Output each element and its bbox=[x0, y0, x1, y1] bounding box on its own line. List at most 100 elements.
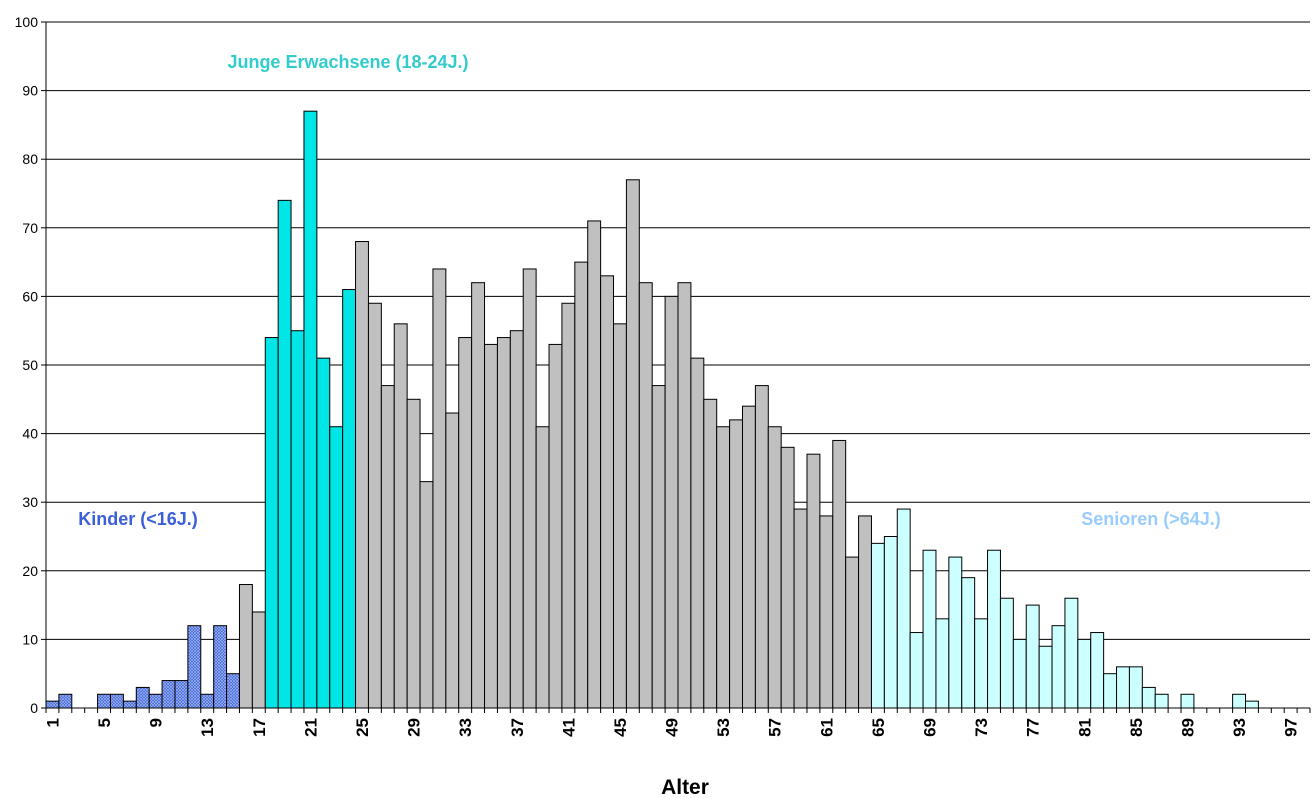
x-tick-label: 21 bbox=[301, 718, 320, 737]
bars bbox=[45, 110, 1259, 709]
bar-age-38 bbox=[522, 268, 537, 709]
axes bbox=[45, 22, 1311, 713]
bar-age-93 bbox=[1232, 693, 1247, 709]
bar-age-2 bbox=[58, 693, 73, 709]
bar-age-23 bbox=[329, 426, 344, 709]
y-tick-label: 90 bbox=[22, 83, 38, 99]
bar-age-63 bbox=[845, 556, 860, 709]
bar-age-5 bbox=[97, 693, 111, 709]
bar-age-49 bbox=[664, 295, 679, 709]
x-tick-label: 65 bbox=[869, 718, 888, 737]
bar-age-28 bbox=[393, 323, 408, 709]
y-tick-label: 40 bbox=[22, 426, 38, 442]
bar-age-87 bbox=[1154, 693, 1169, 709]
x-tick-label: 25 bbox=[353, 718, 372, 737]
bar-age-1 bbox=[45, 700, 60, 709]
y-tick-label: 0 bbox=[30, 700, 38, 716]
bar-age-32 bbox=[445, 412, 460, 709]
bar-age-14 bbox=[213, 625, 228, 709]
bar-age-33 bbox=[458, 337, 473, 709]
bar-age-79 bbox=[1051, 625, 1066, 709]
bar-age-94 bbox=[1245, 700, 1259, 709]
bar-age-24 bbox=[342, 289, 357, 709]
bar-age-66 bbox=[883, 536, 898, 709]
bar-age-8 bbox=[135, 686, 150, 709]
bar-age-15 bbox=[226, 673, 240, 709]
bar-age-18 bbox=[264, 337, 279, 709]
bar-age-27 bbox=[380, 385, 395, 709]
x-tick-label: 93 bbox=[1230, 718, 1249, 737]
x-tick-label: 29 bbox=[405, 718, 424, 737]
bar-age-80 bbox=[1064, 597, 1079, 709]
bar-age-77 bbox=[1025, 604, 1040, 709]
y-tick-label: 10 bbox=[22, 631, 38, 647]
y-tick-label: 60 bbox=[22, 288, 38, 304]
bar-age-42 bbox=[574, 261, 589, 709]
bar-age-41 bbox=[561, 302, 576, 709]
x-tick-label: 89 bbox=[1178, 718, 1197, 737]
bar-age-22 bbox=[316, 357, 331, 709]
bar-age-44 bbox=[600, 275, 615, 709]
bar-age-53 bbox=[716, 426, 731, 709]
x-tick-label: 85 bbox=[1127, 718, 1146, 737]
x-tick-label: 57 bbox=[766, 718, 785, 737]
x-tick-label: 81 bbox=[1075, 718, 1094, 737]
x-tick-label: 41 bbox=[559, 718, 578, 737]
bar-age-7 bbox=[122, 700, 137, 709]
bar-age-6 bbox=[109, 693, 124, 709]
y-tick-label: 20 bbox=[22, 563, 38, 579]
annotation-group-0: Kinder (<16J.) bbox=[78, 509, 198, 529]
bar-age-62 bbox=[832, 439, 847, 709]
bar-age-85 bbox=[1128, 666, 1143, 709]
y-tick-label: 70 bbox=[22, 220, 38, 236]
bar-age-81 bbox=[1077, 638, 1092, 709]
x-tick-label: 53 bbox=[714, 718, 733, 737]
bar-age-82 bbox=[1090, 632, 1105, 709]
bar-age-43 bbox=[587, 220, 602, 709]
bar-age-60 bbox=[806, 453, 821, 709]
x-tick-label: 61 bbox=[817, 718, 836, 737]
bar-age-10 bbox=[161, 680, 176, 709]
x-tick-label: 9 bbox=[147, 718, 166, 727]
bar-age-19 bbox=[277, 199, 292, 709]
bar-age-57 bbox=[767, 426, 782, 709]
bar-age-16 bbox=[238, 584, 253, 709]
bar-age-61 bbox=[819, 515, 834, 709]
bar-age-86 bbox=[1141, 686, 1156, 709]
bar-age-25 bbox=[355, 241, 369, 709]
x-tick-label: 69 bbox=[921, 718, 940, 737]
bar-age-9 bbox=[148, 693, 163, 709]
x-tick-label: 13 bbox=[198, 718, 217, 737]
x-tick-label: 77 bbox=[1024, 718, 1043, 737]
bar-age-89 bbox=[1180, 693, 1195, 709]
y-tick-label: 30 bbox=[22, 494, 38, 510]
bar-age-59 bbox=[793, 508, 808, 709]
group-annotations: Kinder (<16J.) Junge Erwachsene (18-24J.)… bbox=[78, 52, 1221, 529]
bar-age-31 bbox=[432, 268, 447, 709]
annotation-group-4: Senioren (>64J.) bbox=[1081, 509, 1221, 529]
x-tick-label: 97 bbox=[1282, 718, 1301, 737]
bar-age-54 bbox=[729, 419, 743, 709]
bar-age-48 bbox=[651, 385, 666, 709]
x-tick-label: 49 bbox=[663, 718, 682, 737]
bar-age-11 bbox=[174, 680, 189, 709]
x-tick-labels: 1 5 9 13 17 21 25 29 33 37 41 45 49 53 57 61 65 69 73 77 81 8… bbox=[43, 718, 1300, 737]
bar-age-67 bbox=[896, 508, 911, 709]
bar-age-71 bbox=[948, 556, 963, 709]
x-axis-label: Alter bbox=[661, 776, 709, 798]
annotation-group-2: Junge Erwachsene (18-24J.) bbox=[227, 52, 468, 72]
x-tick-label: 1 bbox=[43, 718, 62, 727]
bar-age-51 bbox=[690, 357, 705, 709]
bar-age-17 bbox=[251, 611, 266, 709]
x-tick-label: 37 bbox=[508, 718, 527, 737]
bar-age-12 bbox=[187, 625, 202, 709]
bar-age-70 bbox=[935, 618, 950, 709]
x-tick-label: 33 bbox=[456, 718, 475, 737]
bar-age-58 bbox=[780, 446, 795, 709]
x-tick-label: 73 bbox=[972, 718, 991, 737]
bar-age-20 bbox=[290, 330, 305, 709]
bar-age-30 bbox=[419, 481, 434, 709]
bar-age-64 bbox=[858, 515, 872, 709]
bar-age-76 bbox=[1012, 638, 1027, 709]
